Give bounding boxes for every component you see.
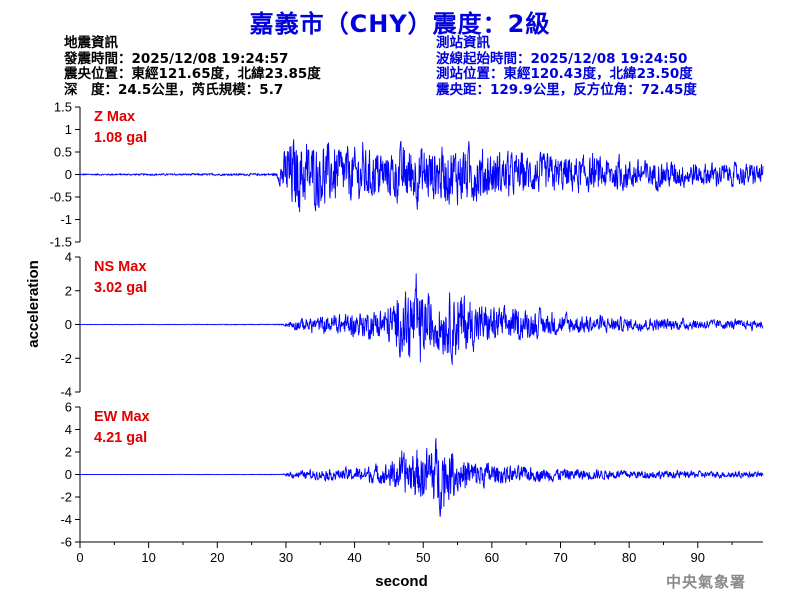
- x-axis-title: second: [375, 573, 428, 590]
- y-tick-label: 6: [65, 400, 72, 415]
- x-tick-label: 20: [210, 550, 224, 565]
- x-tick-label: 70: [553, 550, 567, 565]
- x-tick-label: 60: [485, 550, 499, 565]
- epicenter-location: 震央位置：東經121.65度，北緯23.85度: [64, 66, 321, 82]
- panel-max-z: 1.08 gal: [94, 130, 147, 146]
- y-axis-title: acceleration: [25, 260, 42, 348]
- y-tick-label: 4: [65, 422, 72, 437]
- panel-label-ew: EW Max: [94, 409, 150, 425]
- y-tick-label: -4: [60, 385, 72, 400]
- y-tick-label: -0.5: [50, 190, 72, 205]
- y-tick-label: 2: [65, 445, 72, 460]
- y-tick-label: -6: [60, 535, 72, 550]
- station-info-heading: 測站資訊: [436, 35, 490, 51]
- y-tick-label: 2: [65, 283, 72, 298]
- earthquake-info-heading: 地震資訊: [64, 35, 118, 51]
- y-tick-label: 0.5: [54, 145, 72, 160]
- y-tick-label: -1.5: [50, 235, 72, 250]
- x-tick-label: 10: [141, 550, 155, 565]
- y-tick-label: 1.5: [54, 100, 72, 115]
- station-location: 測站位置：東經120.43度，北緯23.50度: [436, 66, 693, 82]
- depth-magnitude: 深 度：24.5公里，芮氏規模：5.7: [64, 81, 284, 98]
- x-tick-label: 80: [622, 550, 636, 565]
- distance-azimuth: 震央距：129.9公里，反方位角：72.45度: [436, 81, 697, 98]
- y-tick-label: -2: [60, 490, 72, 505]
- waveform-ns: [79, 273, 764, 365]
- panel-label-ns: NS Max: [94, 259, 146, 275]
- earthquake-info: 地震資訊 發震時間：2025/12/08 19:24:57 震央位置：東經121…: [64, 35, 321, 98]
- origin-time: 發震時間：2025/12/08 19:24:57: [64, 50, 289, 67]
- y-tick-label: -4: [60, 512, 72, 527]
- cwa-footer-label: 中央氣象署: [665, 573, 746, 591]
- x-tick-label: 90: [691, 550, 705, 565]
- y-tick-label: -2: [60, 351, 72, 366]
- station-info: 測站資訊 波線起始時間：2025/12/08 19:24:50 測站位置：東經1…: [436, 35, 697, 98]
- y-tick-label: -1: [60, 212, 72, 227]
- wave-start-time: 波線起始時間：2025/12/08 19:24:50: [436, 50, 688, 67]
- y-tick-label: 0: [65, 467, 72, 482]
- panel-label-z: Z Max: [94, 109, 135, 125]
- waveform-z: [79, 139, 764, 213]
- panel-max-ew: 4.21 gal: [94, 430, 147, 446]
- panel-max-ns: 3.02 gal: [94, 280, 147, 296]
- y-tick-label: 1: [65, 122, 72, 137]
- waveform-ew: [79, 438, 764, 517]
- x-tick-label: 40: [347, 550, 361, 565]
- x-tick-label: 0: [76, 550, 83, 565]
- x-tick-label: 30: [279, 550, 293, 565]
- y-tick-label: 0: [65, 167, 72, 182]
- y-tick-label: 4: [65, 250, 72, 265]
- x-tick-label: 50: [416, 550, 430, 565]
- page-title: 嘉義市（CHY）震度：2級: [249, 10, 551, 38]
- y-tick-label: 0: [65, 317, 72, 332]
